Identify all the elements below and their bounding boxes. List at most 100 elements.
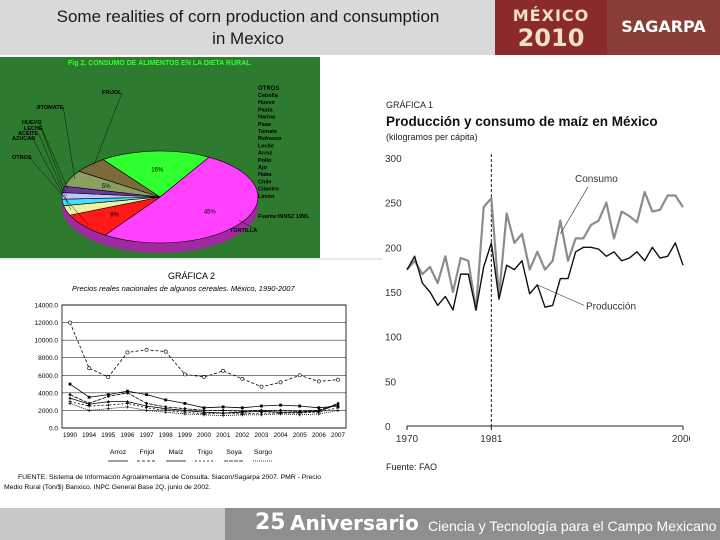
g2-point — [87, 395, 91, 399]
g2-point — [336, 401, 340, 406]
pie-leader-line — [38, 121, 69, 190]
pie-category-label: JITOMATE — [36, 105, 64, 111]
pie-pct-label: 45% — [204, 210, 217, 216]
g1-figure-label: GRÁFICA 1 — [386, 100, 433, 110]
g2-point — [202, 375, 206, 379]
g2-legend-label: Soya — [226, 449, 242, 456]
g2-point — [240, 376, 245, 381]
pie-legend-item: Pasa — [258, 122, 272, 128]
g1-leader-consumo — [560, 186, 589, 235]
g2-x-tick-label: 2001 — [216, 432, 231, 439]
footer-tagline: Ciencia y Tecnología para el Campo Mexic… — [428, 518, 717, 534]
pie-category-label: AZUCAR — [12, 136, 35, 142]
g2-point — [202, 406, 206, 410]
g2-point — [163, 349, 168, 354]
g2-point — [106, 399, 110, 403]
g1-subtitle: (kilogramos per cápita) — [386, 132, 478, 142]
pie-pct-label: 5% — [102, 184, 111, 190]
g2-x-tick-label: 2000 — [197, 432, 212, 439]
pie-leader-line — [32, 137, 72, 210]
slide-title-line-1: Some realities of corn production and co… — [56, 7, 440, 26]
g2-point — [87, 408, 91, 413]
g2-point — [87, 401, 91, 406]
g2-legend-label: Sorgo — [254, 449, 272, 456]
g2-point — [68, 401, 72, 405]
pie-slice-tortilla — [104, 156, 259, 244]
pie-leader-line — [63, 106, 76, 180]
g2-x-tick-label: 1997 — [140, 432, 155, 439]
g2-point — [202, 413, 206, 417]
g2-point — [336, 408, 340, 413]
g2-point — [164, 405, 168, 409]
g2-x-tick-label: 1990 — [63, 432, 78, 439]
g2-point — [125, 401, 130, 405]
g2-series-line-frijol — [69, 322, 339, 388]
pie-chart: Fig 2. CONSUMO DE ALIMENTOS EN LA DIETA … — [12, 60, 310, 253]
g2-point — [298, 409, 302, 414]
g2-point — [144, 404, 149, 408]
g2-source: FUENTE: Sistema de Información Agroalime… — [4, 474, 323, 491]
g2-point — [183, 406, 187, 411]
cereal-prices-chart: GRÁFICA 2 Precios reales nacionales de a… — [4, 271, 347, 491]
g1-series-label-produccion: Producción — [586, 301, 636, 312]
g2-point — [183, 402, 187, 405]
g2-x-tick-label: 1998 — [159, 432, 174, 439]
g2-point — [68, 382, 72, 386]
pie-legend-item: Limón — [258, 194, 275, 200]
g2-point — [279, 403, 282, 407]
footer-anniversary-word: Aniversario — [290, 511, 419, 535]
g2-source-line-1: FUENTE: Sistema de Información Agroalime… — [18, 474, 321, 481]
g2-point — [240, 409, 244, 414]
g1-source: Fuente: FAO — [386, 462, 437, 472]
pie-legend-item: Huevo — [258, 100, 275, 106]
pie-category-label: ACEITE — [18, 131, 39, 137]
g2-point — [278, 380, 283, 385]
corn-production-chart-panel: GRÁFICA 1 Producción y consumo de maíz e… — [383, 90, 695, 478]
g2-point — [106, 394, 110, 399]
g2-point — [336, 377, 340, 382]
pie-leader-line — [38, 132, 68, 203]
g2-point — [259, 413, 264, 417]
footer-banner: 25 Aniversario Ciencia y Tecnología para… — [0, 508, 720, 540]
g2-series-line-sorgo — [69, 403, 339, 417]
g2-y-tick-label: 0.0 — [49, 426, 58, 433]
g1-y-tick-label: 150 — [385, 288, 402, 299]
g2-point — [259, 408, 264, 413]
g2-x-tick-label: 1995 — [101, 432, 116, 439]
pie-category-label: HUEVO — [22, 120, 42, 126]
cereal-prices-chart-panel: GRÁFICA 2 Precios reales nacionales de a… — [0, 258, 382, 494]
g2-point — [87, 366, 92, 371]
pie-legend-item: Cilantro — [258, 187, 279, 193]
pie-leader-line — [93, 91, 123, 167]
pie-source: Fuente:INNSZ 1995. — [258, 214, 310, 220]
g2-point — [297, 373, 302, 378]
g1-x-tick-label: 2006 — [672, 434, 690, 445]
sagarpa-logo: SAGARPA — [607, 0, 720, 55]
slide-title: Some realities of corn production and co… — [8, 6, 488, 50]
corn-production-chart: GRÁFICA 1 Producción y consumo de maíz e… — [385, 100, 695, 472]
g2-figure-label: GRÁFICA 2 — [168, 271, 215, 281]
g2-point — [68, 320, 72, 325]
g2-y-tick-label: 14000.0 — [35, 303, 59, 310]
g2-legend-label: Frijol — [140, 449, 155, 456]
pie-legend-item: Harina — [258, 115, 276, 121]
g2-x-tick-label: 2002 — [235, 432, 250, 439]
g2-title: Precios reales nacionales de algunos cer… — [72, 284, 295, 293]
pie-legend-item: Pollo — [258, 158, 272, 164]
g1-title: Producción y consumo de maíz en México — [386, 114, 658, 129]
pie-pct-label: 8% — [110, 213, 119, 219]
pie-legend-item: Cebolla — [258, 93, 279, 99]
g2-point — [125, 399, 130, 403]
pie-legend-item: Arroz — [258, 151, 273, 157]
mexico-2010-logo: MÉXICO 2010 — [495, 0, 607, 55]
g1-series-line-produccion — [406, 242, 684, 311]
g1-leader-produccion — [537, 284, 585, 306]
g2-point — [125, 391, 130, 395]
g1-y-tick-label: 300 — [385, 154, 402, 165]
pie-legend-item: Refresco — [258, 136, 282, 142]
pie-legend-item: Chile — [258, 179, 271, 185]
g1-x-tick-label: 1981 — [480, 434, 503, 445]
g2-point — [278, 408, 283, 413]
footer-anniversary-number: 25 — [255, 510, 286, 535]
g2-x-tick-label: 2005 — [293, 432, 308, 439]
